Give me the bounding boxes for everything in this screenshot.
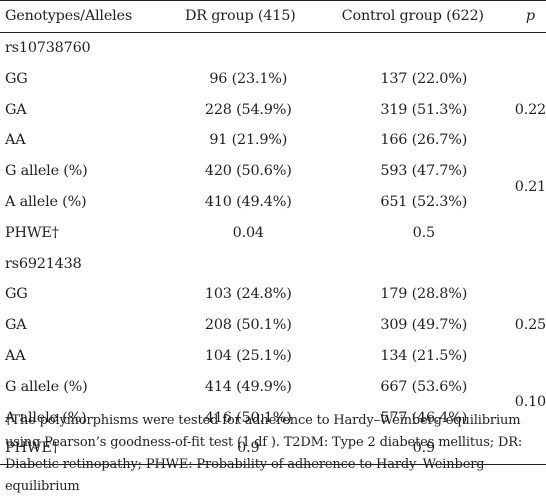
control-value: 309 (49.7%) [380, 317, 468, 334]
control-value: 137 (22.0%) [380, 70, 468, 87]
header-genotypes-alleles: Genotypes/Alleles [5, 8, 133, 24]
dr-value: 103 (24.8%) [204, 286, 292, 303]
p-value-genotype: 0.25 [514, 317, 546, 334]
table-row: G allele (%) 420 (50.6%) 593 (47.7%) 0.2… [0, 156, 546, 194]
table-row: AA 104 (25.1%) 134 (21.5%) [0, 341, 546, 372]
p-value-allele: 0.10 [514, 394, 546, 411]
dr-value: 0.9 [237, 440, 260, 457]
row-label: AA [5, 347, 26, 364]
row-label: G allele (%) [5, 163, 88, 180]
header-control-group: Control group (622) [341, 8, 484, 24]
table-row: GG 96 (23.1%) 137 (22.0%) 0.22 [0, 64, 546, 118]
dr-value: 0.04 [232, 224, 264, 241]
header-row: Genotypes/Alleles DR group (415) Control… [0, 0, 546, 33]
row-label: AA [5, 132, 26, 149]
header-dr-group: DR group (415) [184, 8, 296, 24]
control-value: 0.5 [412, 224, 435, 241]
table-row: GG 103 (24.8%) 179 (28.8%) 0.25 [0, 279, 546, 333]
snp-heading-row: rs10738760 [0, 33, 546, 64]
control-value: 651 (52.3%) [380, 193, 468, 210]
table-row: A allele (%) 410 (49.4%) 651 (52.3%) [0, 187, 546, 218]
p-value-genotype: 0.22 [514, 101, 546, 118]
row-label: A allele (%) [5, 193, 87, 210]
control-value: 0.9 [412, 440, 435, 457]
dr-value: 91 (21.9%) [209, 132, 288, 149]
table-row: G allele (%) 414 (49.9%) 667 (53.6%) 0.1… [0, 372, 546, 410]
dr-value: 104 (25.1%) [204, 347, 292, 364]
table-row: GA 208 (50.1%) 309 (49.7%) [0, 310, 546, 341]
row-label: PHWE† [5, 440, 59, 457]
dr-value: 208 (50.1%) [204, 317, 292, 334]
dr-value: 228 (54.9%) [204, 101, 292, 118]
header-p-value: p [525, 8, 535, 24]
genotype-table: Genotypes/Alleles DR group (415) Control… [0, 0, 546, 465]
dr-value: 414 (49.9%) [204, 378, 292, 395]
control-value: 319 (51.3%) [380, 101, 468, 118]
row-label: A allele (%) [5, 409, 87, 426]
table-row: AA 91 (21.9%) 166 (26.7%) [0, 125, 546, 156]
snp-heading-row: rs6921438 [0, 249, 546, 280]
table-row: PHWE† 0.04 0.5 [0, 218, 546, 249]
row-label: PHWE† [5, 224, 59, 241]
control-value: 577 (46.4%) [380, 409, 468, 426]
row-label: GG [5, 70, 28, 87]
table-row: A allele (%) 416 (50.1%) 577 (46.4%) [0, 403, 546, 434]
row-label: GA [5, 317, 27, 334]
control-value: 179 (28.8%) [380, 286, 468, 303]
dr-value: 416 (50.1%) [204, 409, 292, 426]
p-value-allele: 0.21 [514, 178, 546, 195]
control-value: 134 (21.5%) [380, 347, 468, 364]
snp-name: rs6921438 [5, 255, 82, 272]
table-row: PHWE† 0.9 0.9 [0, 433, 546, 465]
control-value: 667 (53.6%) [380, 378, 468, 395]
dr-value: 96 (23.1%) [209, 70, 288, 87]
dr-value: 420 (50.6%) [204, 163, 292, 180]
control-value: 593 (47.7%) [380, 163, 468, 180]
row-label: GG [5, 286, 28, 303]
control-value: 166 (26.7%) [380, 132, 468, 149]
row-label: GA [5, 101, 27, 118]
table-row: GA 228 (54.9%) 319 (51.3%) [0, 95, 546, 126]
dr-value: 410 (49.4%) [204, 193, 292, 210]
snp-name: rs10738760 [5, 40, 91, 56]
row-label: G allele (%) [5, 378, 88, 395]
table-footnote: †The polymorphisms were tested for adher… [5, 413, 523, 494]
